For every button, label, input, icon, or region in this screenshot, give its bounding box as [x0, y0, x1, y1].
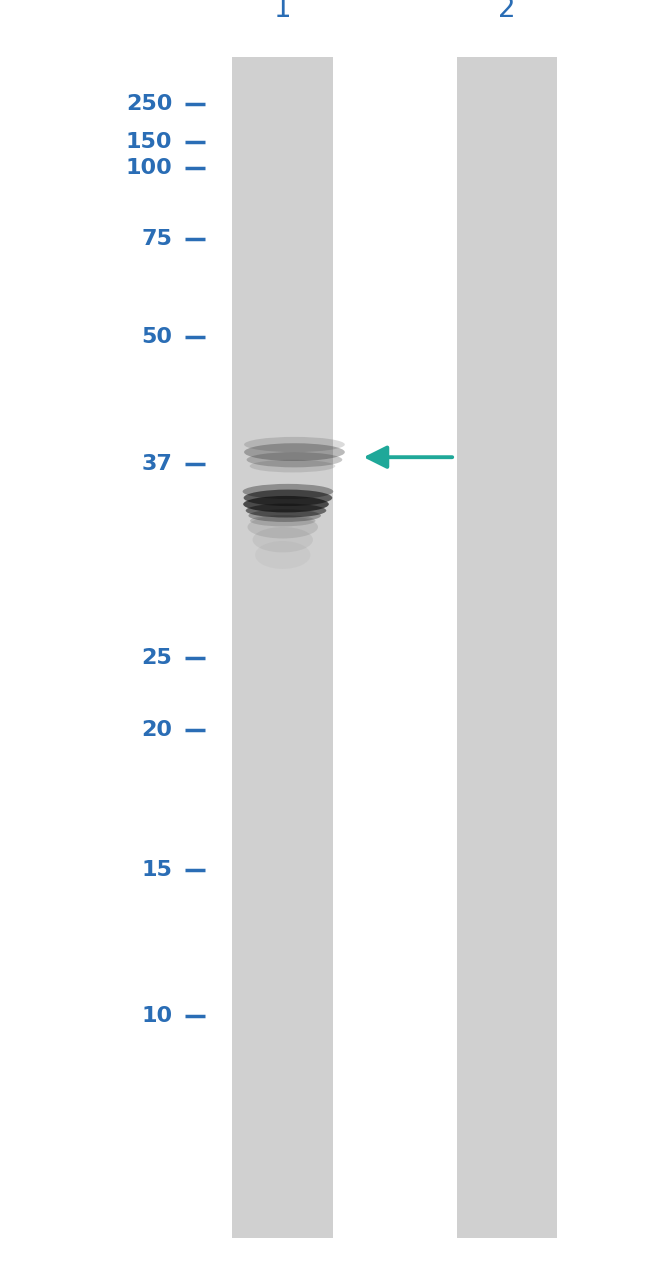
Text: 150: 150 — [125, 132, 172, 152]
Ellipse shape — [248, 516, 318, 538]
Text: 2: 2 — [498, 0, 516, 23]
Text: 37: 37 — [142, 453, 172, 474]
Ellipse shape — [242, 484, 333, 499]
Ellipse shape — [248, 509, 321, 522]
Text: 1: 1 — [274, 0, 292, 23]
Ellipse shape — [243, 495, 329, 513]
Ellipse shape — [250, 516, 315, 527]
Ellipse shape — [250, 460, 335, 472]
Ellipse shape — [244, 490, 332, 507]
Text: 25: 25 — [142, 648, 172, 668]
Text: 50: 50 — [141, 326, 172, 347]
Text: 250: 250 — [126, 94, 172, 114]
Ellipse shape — [246, 452, 343, 467]
Ellipse shape — [252, 527, 313, 552]
Text: 20: 20 — [141, 720, 172, 740]
Text: 100: 100 — [125, 157, 172, 178]
Text: 15: 15 — [142, 860, 172, 880]
Ellipse shape — [246, 504, 326, 518]
Bar — [456, 57, 558, 1238]
Ellipse shape — [244, 437, 344, 452]
Text: 75: 75 — [142, 229, 172, 249]
Bar — [233, 57, 333, 1238]
Text: 10: 10 — [141, 1006, 172, 1026]
Ellipse shape — [244, 443, 344, 461]
